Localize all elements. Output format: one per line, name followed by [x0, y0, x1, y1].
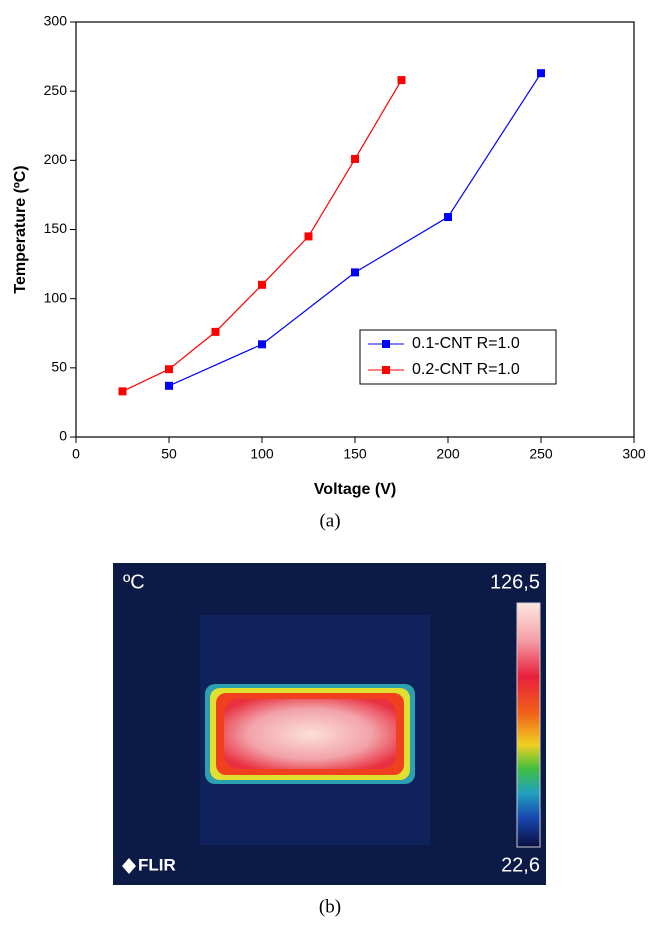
- x-axis-title: Voltage (V): [314, 481, 396, 498]
- point: [397, 76, 406, 85]
- x-tick-label: 50: [161, 446, 177, 462]
- legend-label: 0.1-CNT R=1.0: [412, 335, 520, 352]
- y-tick-label: 100: [44, 289, 68, 305]
- legend-marker: [382, 340, 390, 348]
- point: [258, 340, 266, 349]
- brand-label: FLIR: [138, 855, 176, 874]
- legend-box: [359, 329, 557, 385]
- point: [351, 154, 359, 163]
- y-tick-label: 150: [44, 220, 68, 236]
- y-tick-label: 200: [44, 151, 68, 167]
- y-tick-label: 250: [44, 82, 68, 98]
- point: [211, 327, 220, 336]
- brand-logo: [122, 858, 136, 874]
- point: [537, 69, 545, 78]
- x-tick-label: 250: [529, 446, 553, 462]
- point: [118, 387, 127, 396]
- color-bar: [516, 602, 541, 848]
- point: [165, 381, 173, 390]
- legend-marker: [382, 366, 390, 374]
- caption: (a): [319, 510, 340, 531]
- min-label: 22,6: [501, 854, 540, 876]
- x-tick-label: 300: [622, 446, 646, 462]
- y-tick-label: 0: [59, 428, 67, 444]
- thermal-core: [224, 699, 396, 769]
- x-tick-label: 150: [343, 446, 367, 462]
- max-label: 126,5: [490, 571, 540, 593]
- y-axis-title: Temperature (ºC): [12, 165, 29, 293]
- point: [258, 280, 266, 289]
- point: [444, 213, 452, 222]
- x-tick-label: 100: [250, 446, 274, 462]
- thermal-image: ºC 126,5 22,6 FLIR: [113, 563, 546, 885]
- y-tick-label: 300: [44, 13, 68, 29]
- caption: (b): [319, 896, 341, 917]
- x-tick-label: 200: [436, 446, 460, 462]
- unit-label: ºC: [123, 571, 145, 593]
- point: [165, 365, 173, 374]
- y-tick-label: 50: [51, 359, 67, 375]
- chart: 0 50 100 150 200 250 300 0 50 100 150 200 250 300 Volt…: [12, 13, 646, 499]
- point: [304, 232, 313, 241]
- legend-label: 0.2-CNT R=1.0: [412, 361, 520, 378]
- x-tick-label: 0: [72, 446, 80, 462]
- point: [351, 268, 359, 277]
